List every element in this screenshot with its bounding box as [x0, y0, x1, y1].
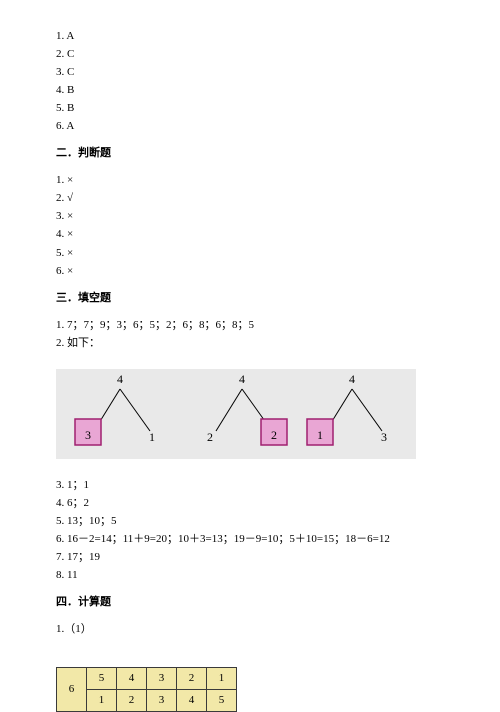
fill-answer-2: 2. 如下：: [56, 335, 444, 352]
answer-item: 6. ×: [56, 263, 444, 280]
answer-item: 6. A: [56, 118, 444, 135]
answer-item: 4. ×: [56, 226, 444, 243]
answer-item: 5. ×: [56, 245, 444, 262]
fill-answer-3: 3. 1；1: [56, 477, 444, 494]
section4-heading: 四．计算题: [56, 594, 444, 611]
answer-item: 1. A: [56, 28, 444, 45]
number-table: 65432112345: [56, 667, 444, 712]
fill-answer-5: 5. 13；10；5: [56, 513, 444, 530]
fill-answer-7: 7. 17；19: [56, 549, 444, 566]
fill-answer-6: 6. 16－2=14；11＋9=20；10＋3=13；19－9=10；5＋10=…: [56, 531, 444, 548]
fill-answer-8: 8. 11: [56, 567, 444, 584]
section1-answers: 1. A 2. C 3. C 4. B 5. B 6. A: [56, 28, 444, 135]
answer-item: 4. B: [56, 82, 444, 99]
answer-item: 3. ×: [56, 208, 444, 225]
svg-text:4: 4: [239, 372, 245, 386]
section2-heading: 二．判断题: [56, 145, 444, 162]
fill-answer-1: 1. 7；7；9；3；6；5；2；6；8；6；8；5: [56, 317, 444, 334]
section2-answers: 1. × 2. √ 3. × 4. × 5. × 6. ×: [56, 172, 444, 279]
answer-item: 2. √: [56, 190, 444, 207]
svg-text:4: 4: [117, 372, 123, 386]
number-bond-diagram: 4 3 1 4 2 2 4 1 3: [56, 369, 416, 459]
svg-text:4: 4: [349, 372, 355, 386]
answer-item: 3. C: [56, 64, 444, 81]
answer-item: 5. B: [56, 100, 444, 117]
svg-text:1: 1: [317, 428, 323, 442]
fill-answer-4: 4. 6；2: [56, 495, 444, 512]
answer-item: 1. ×: [56, 172, 444, 189]
svg-text:3: 3: [85, 428, 91, 442]
svg-text:2: 2: [271, 428, 277, 442]
svg-text:1: 1: [149, 430, 155, 444]
calc-line-1: 1.（1）: [56, 621, 444, 638]
section3-heading: 三．填空题: [56, 290, 444, 307]
svg-text:3: 3: [381, 430, 387, 444]
svg-text:2: 2: [207, 430, 213, 444]
answer-item: 2. C: [56, 46, 444, 63]
